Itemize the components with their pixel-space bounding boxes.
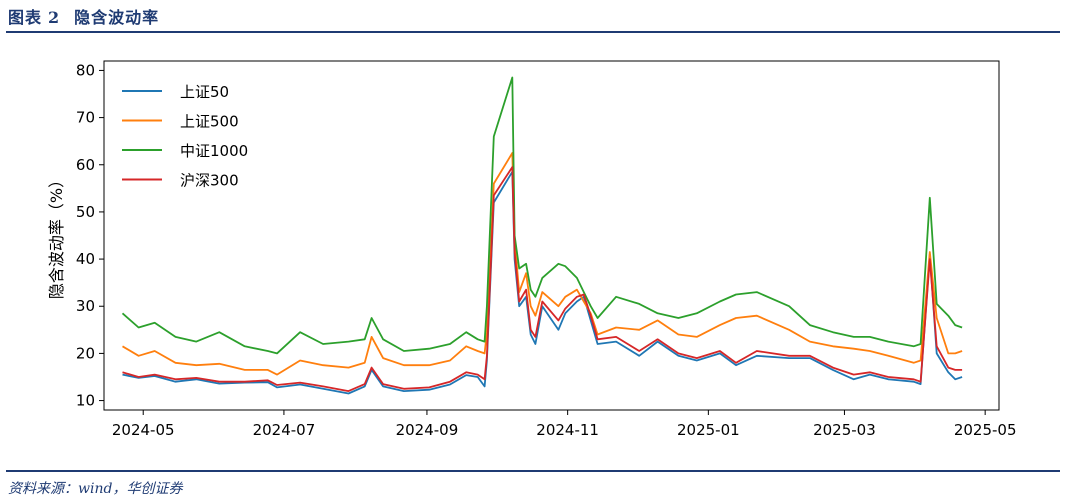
- y-tick-label: 80: [76, 61, 95, 79]
- figure-title: 隐含波动率: [74, 8, 160, 27]
- x-tick-label: 2025-01: [677, 421, 740, 439]
- x-tick-label: 2024-07: [253, 421, 316, 439]
- series-line-3: [122, 166, 963, 392]
- y-tick-label: 60: [76, 156, 95, 174]
- series-line-0: [122, 170, 963, 395]
- y-tick-label: 20: [76, 344, 95, 362]
- source-note: 资料来源：wind，华创证券: [8, 481, 183, 497]
- x-tick-label: 2024-11: [536, 421, 599, 439]
- legend-label-1: 上证500: [180, 113, 239, 131]
- y-tick-label: 30: [76, 297, 95, 315]
- figure-label: 图表: [8, 8, 43, 27]
- y-axis-label: 隐含波动率（%）: [47, 172, 66, 299]
- y-tick-label: 50: [76, 203, 95, 221]
- x-tick-label: 2025-03: [813, 421, 876, 439]
- y-tick-label: 40: [76, 250, 95, 268]
- x-tick-label: 2024-05: [112, 421, 175, 439]
- legend-label-2: 中证1000: [180, 142, 248, 160]
- bottom-rule: [6, 470, 1060, 472]
- x-tick-label: 2024-09: [396, 421, 459, 439]
- plot-frame: [103, 60, 1000, 411]
- legend-label-3: 沪深300: [180, 172, 239, 190]
- y-tick-label: 10: [76, 392, 95, 410]
- figure-caption: 图表 2 隐含波动率: [8, 4, 159, 28]
- figure-number: 2: [48, 8, 61, 27]
- series-line-1: [122, 152, 963, 376]
- series-line-2: [121, 76, 963, 355]
- top-rule: [6, 31, 1060, 33]
- legend-label-0: 上证50: [180, 83, 229, 101]
- x-tick-label: 2025-05: [954, 421, 1017, 439]
- y-tick-label: 70: [76, 109, 95, 127]
